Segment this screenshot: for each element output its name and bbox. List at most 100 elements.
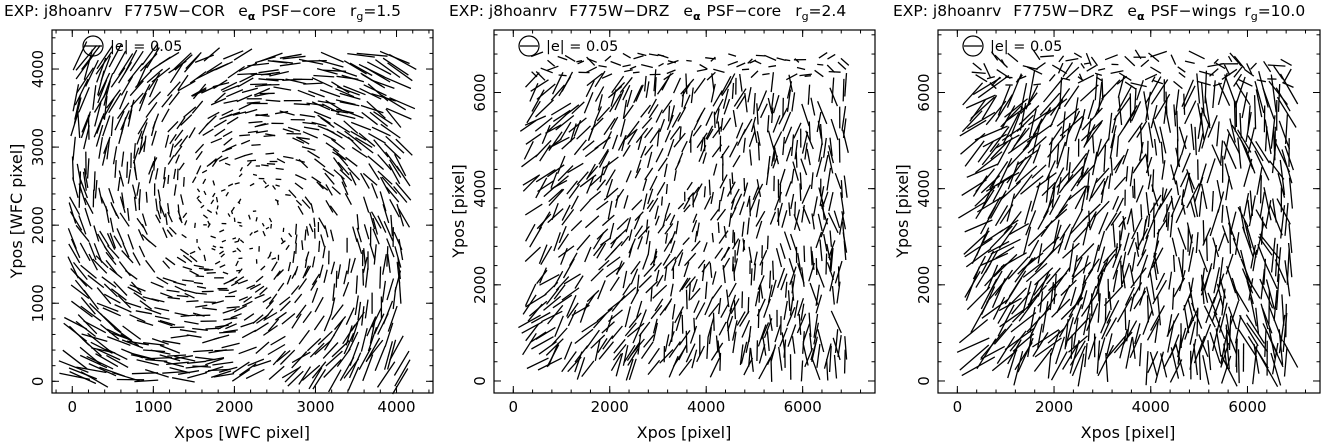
ellipticity-stick xyxy=(634,211,644,222)
ellipticity-stick xyxy=(1098,212,1109,235)
ellipticity-stick xyxy=(584,215,600,229)
ellipticity-stick xyxy=(369,320,376,344)
ellipticity-stick xyxy=(1288,177,1294,209)
ellipticity-stick xyxy=(627,128,638,145)
panel-1-y-axis-label: Ypos [WFC pixel] xyxy=(7,144,26,280)
ellipticity-stick xyxy=(163,167,166,180)
ellipticity-stick xyxy=(245,368,265,380)
ellipticity-stick xyxy=(1200,183,1208,210)
ellipticity-stick xyxy=(331,138,346,150)
ellipticity-stick xyxy=(279,62,301,67)
ellipticity-stick xyxy=(222,84,240,93)
ellipticity-stick xyxy=(1095,167,1110,184)
ellipticity-stick xyxy=(162,260,171,269)
ellipticity-stick xyxy=(1231,277,1240,302)
ellipticity-stick xyxy=(220,81,238,91)
ellipticity-stick xyxy=(1246,276,1261,299)
ellipticity-stick xyxy=(826,167,832,191)
ellipticity-stick xyxy=(770,92,775,111)
ellipticity-stick xyxy=(1140,254,1149,275)
ellipticity-stick xyxy=(1131,217,1143,240)
ellipticity-stick xyxy=(358,132,376,147)
panel-1-title-e-sub: α xyxy=(248,10,256,23)
ellipticity-stick xyxy=(837,61,847,70)
ellipticity-stick xyxy=(675,311,683,331)
panel-1-title-psf: PSF−core xyxy=(261,2,336,20)
ellipticity-stick xyxy=(302,121,317,125)
ellipticity-stick xyxy=(109,232,117,249)
ellipticity-stick xyxy=(1028,109,1052,126)
ellipticity-stick xyxy=(712,312,715,331)
ellipticity-stick xyxy=(225,144,237,151)
ellipticity-stick xyxy=(262,83,280,86)
ellipticity-stick xyxy=(818,52,828,59)
ellipticity-stick xyxy=(710,342,724,361)
ellipticity-stick xyxy=(622,345,629,366)
ellipticity-stick xyxy=(93,225,100,242)
ellipticity-stick xyxy=(355,275,358,294)
ellipticity-stick xyxy=(682,237,690,246)
ellipticity-stick xyxy=(255,114,270,117)
ellipticity-stick xyxy=(776,267,786,289)
ellipticity-stick xyxy=(1246,225,1257,258)
ellipticity-stick xyxy=(802,206,811,224)
ellipticity-stick xyxy=(75,320,96,338)
ellipticity-stick xyxy=(1099,253,1116,275)
ellipticity-stick xyxy=(83,320,107,334)
ellipticity-stick xyxy=(686,59,692,62)
ellipticity-stick xyxy=(681,277,691,291)
ellipticity-stick xyxy=(145,259,156,273)
ellipticity-stick xyxy=(774,324,782,343)
ellipticity-stick xyxy=(1229,300,1240,326)
ellipticity-stick xyxy=(1215,62,1226,70)
ellipticity-stick xyxy=(613,228,627,242)
ellipticity-stick xyxy=(205,357,225,362)
ellipticity-stick xyxy=(546,65,559,71)
ellipticity-stick xyxy=(755,54,766,57)
ellipticity-stick xyxy=(151,67,171,83)
ellipticity-stick xyxy=(366,316,377,337)
ellipticity-stick xyxy=(1221,225,1230,244)
ellipticity-stick xyxy=(238,198,242,204)
ellipticity-stick xyxy=(624,129,637,140)
ellipticity-stick xyxy=(124,49,138,74)
ellipticity-stick xyxy=(371,126,391,137)
ellipticity-stick xyxy=(1103,144,1107,172)
ellipticity-stick xyxy=(556,155,566,174)
ellipticity-stick xyxy=(747,297,750,314)
ellipticity-stick xyxy=(581,320,599,333)
ellipticity-stick xyxy=(260,265,266,271)
ellipticity-stick xyxy=(311,176,322,184)
ellipticity-stick xyxy=(387,253,391,273)
ellipticity-stick xyxy=(126,208,130,221)
ellipticity-stick xyxy=(1056,143,1060,165)
ellipticity-stick xyxy=(995,246,1015,259)
panel-3-legend-ellipse-icon xyxy=(962,35,984,57)
ellipticity-stick xyxy=(550,136,570,148)
ellipticity-stick xyxy=(141,234,151,243)
ellipticity-stick xyxy=(670,321,674,342)
ellipticity-stick xyxy=(135,310,153,315)
ellipticity-stick xyxy=(167,120,179,133)
ellipticity-stick xyxy=(648,53,659,57)
ellipticity-stick xyxy=(1018,293,1040,322)
ellipticity-stick xyxy=(756,131,761,146)
ellipticity-stick xyxy=(1005,76,1013,79)
ellipticity-stick xyxy=(997,85,1011,116)
ellipticity-stick xyxy=(770,148,776,167)
ellipticity-stick xyxy=(998,222,1018,249)
ellipticity-stick xyxy=(1064,317,1075,347)
ellipticity-stick xyxy=(120,75,134,96)
ellipticity-stick xyxy=(350,322,359,342)
x-tick-label: 4000 xyxy=(687,398,725,416)
ellipticity-stick xyxy=(1125,166,1129,182)
ellipticity-stick xyxy=(819,239,823,262)
ellipticity-stick xyxy=(1269,204,1283,236)
ellipticity-stick xyxy=(1138,273,1142,291)
ellipticity-stick xyxy=(355,137,373,148)
ellipticity-stick xyxy=(840,180,843,198)
ellipticity-stick xyxy=(348,331,359,352)
ellipticity-stick xyxy=(232,237,237,240)
ellipticity-stick xyxy=(1167,211,1170,231)
ellipticity-stick xyxy=(589,190,602,201)
